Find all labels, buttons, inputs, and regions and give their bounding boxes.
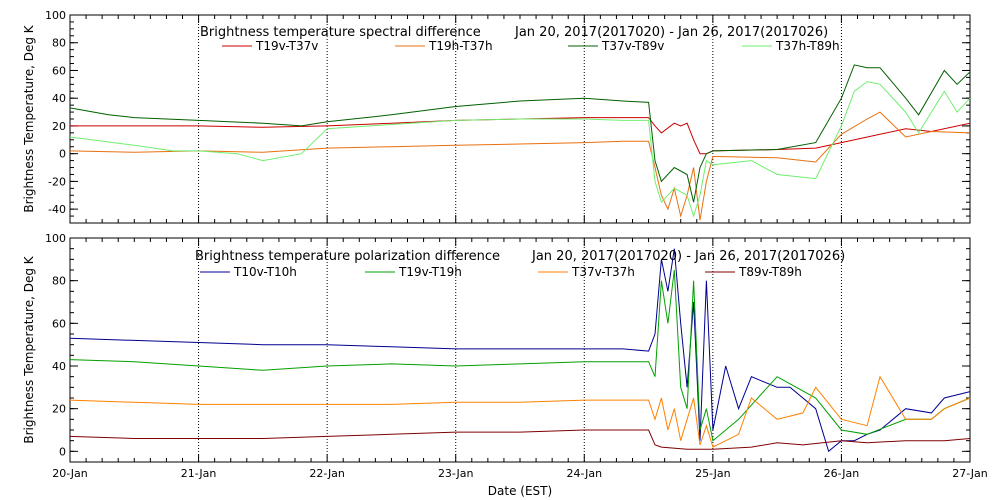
y-tick-label: 100 [45, 232, 66, 245]
y-tick-label: 80 [52, 275, 66, 288]
y-tick-label: -20 [48, 175, 66, 188]
grid [69, 14, 971, 224]
spectral-difference-panel: -40 -20 0 20 40 60 80 100 Brightness Temperatur… [22, 9, 971, 224]
series-line [69, 429, 971, 450]
polarization-difference-panel: 0 20 40 60 80 100 20-Jan 21-Jan 22-Jan 23-Jan 24-… [22, 232, 988, 498]
series-line [69, 269, 971, 442]
x-tick-label: 26-Jan [824, 467, 860, 480]
y-tick-label: 100 [45, 9, 66, 22]
legend-label: T10v-T10h [233, 265, 297, 279]
y-tick-labels: -40 -20 0 20 40 60 80 100 [45, 9, 66, 216]
chart-date-range: Jan 20, 2017(2017020) - Jan 26, 2017(201… [514, 25, 828, 40]
x-axis-label: Date (EST) [488, 484, 552, 498]
legend: T10v-T10h T19v-T19h T37v-T37h T89v-T89h [200, 265, 802, 279]
series-lines [69, 248, 971, 453]
legend-label: T19h-T37h [428, 39, 493, 53]
legend: T19v-T37v T19h-T37h T37v-T89v T37h-T89h [222, 39, 840, 53]
legend-label: T19v-T37v [255, 39, 318, 53]
y-tick-label: 60 [52, 317, 66, 330]
y-tick-label: 0 [59, 445, 66, 458]
x-tick-label: 27-Jan [952, 467, 988, 480]
y-tick-labels: 0 20 40 60 80 100 [45, 232, 66, 458]
x-tick-labels: 20-Jan 21-Jan 22-Jan 23-Jan 24-Jan 25-Jan 26-J… [52, 467, 988, 480]
chart-title: Brightness temperature spectral differen… [200, 25, 481, 40]
y-tick-label: 20 [52, 403, 66, 416]
y-axis-label: Brightness Temperature, Deg K [22, 24, 36, 212]
series-lines [69, 64, 971, 221]
grid [69, 237, 971, 463]
series-line [69, 248, 971, 453]
y-axis-label: Brightness Temperature, Deg K [22, 255, 36, 443]
x-tick-label: 25-Jan [695, 467, 731, 480]
chart-title: Brightness temperature polarization diff… [195, 249, 500, 264]
x-tick-label: 22-Jan [309, 467, 345, 480]
x-tick-label: 21-Jan [181, 467, 217, 480]
legend-label: T37h-T89h [775, 39, 840, 53]
series-line [69, 64, 971, 203]
series-line [69, 81, 971, 218]
legend-label: T19v-T19h [398, 265, 462, 279]
y-tick-label: 40 [52, 92, 66, 105]
x-tick-label: 20-Jan [52, 467, 88, 480]
legend-label: T37v-T89v [601, 39, 664, 53]
series-line [69, 375, 971, 448]
y-tick-label: 60 [52, 64, 66, 77]
chart-date-range: Jan 20, 2017(2017020) - Jan 26, 2017(201… [531, 249, 845, 264]
y-tick-label: 40 [52, 360, 66, 373]
x-tick-label: 24-Jan [567, 467, 603, 480]
x-tick-label: 23-Jan [438, 467, 474, 480]
legend-label: T37v-T37h [571, 265, 635, 279]
y-tick-label: 20 [52, 120, 66, 133]
legend-label: T89v-T89h [738, 265, 802, 279]
y-tick-label: 0 [59, 148, 66, 161]
y-tick-label: 80 [52, 37, 66, 50]
y-tick-label: -40 [48, 203, 66, 216]
